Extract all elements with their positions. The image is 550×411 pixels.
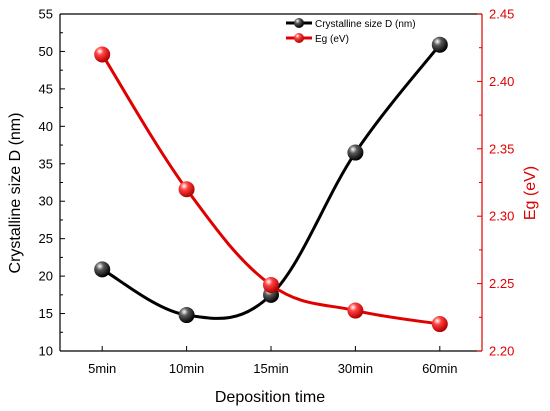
legend-label-size: Crystalline size D (nm) <box>315 19 416 30</box>
x-tick-label: 60min <box>422 361 457 376</box>
legend-marker-size <box>294 18 304 28</box>
y-right-tick-label: 2.30 <box>489 209 514 224</box>
y-left-tick-label: 25 <box>39 231 53 246</box>
y-left-tick-label: 55 <box>39 7 53 22</box>
y-right-tick-label: 2.40 <box>489 74 514 89</box>
y-left-tick-label: 50 <box>39 44 53 59</box>
data-point-size <box>431 36 448 53</box>
data-point-eg <box>431 316 448 333</box>
x-tick-label: 10min <box>169 361 204 376</box>
ticks-layer: 10 15 20 25 30 35 40 45 50 55 2.20 2.25 2.30 2.35 2.40… <box>39 7 515 377</box>
y-left-tick-label: 35 <box>39 156 53 171</box>
data-point-size <box>347 144 364 161</box>
y-right-tick-label: 2.45 <box>489 7 514 22</box>
y-right-tick-label: 2.35 <box>489 141 514 156</box>
series-line-eg <box>100 53 441 326</box>
legend-marker-eg <box>294 33 304 43</box>
y-left-tick-label: 20 <box>39 269 53 284</box>
y-left-tick-label: 45 <box>39 81 53 96</box>
y-right-tick-label: 2.25 <box>489 276 514 291</box>
legend-label-eg: Eg (eV) <box>315 34 349 45</box>
y-left-tick-label: 10 <box>39 344 53 359</box>
data-point-eg <box>347 302 364 319</box>
x-axis-title: Deposition time <box>215 389 325 406</box>
y-right-axis-title: Eg (eV) <box>522 166 539 220</box>
y-right-tick-label: 2.20 <box>489 344 514 359</box>
data-point-size <box>178 307 195 324</box>
data-point-size <box>94 261 111 278</box>
x-tick-label: 30min <box>338 361 373 376</box>
legend: Crystalline size D (nm) Eg (eV) <box>286 18 416 45</box>
x-tick-label: 5min <box>88 361 116 376</box>
data-point-eg <box>178 181 195 198</box>
y-left-tick-label: 15 <box>39 306 53 321</box>
data-point-eg <box>263 276 279 293</box>
y-left-tick-label: 30 <box>39 194 53 209</box>
y-left-tick-label: 40 <box>39 119 53 134</box>
data-point-eg <box>94 46 111 63</box>
series-line-size <box>101 43 441 320</box>
series-layer <box>94 36 448 333</box>
x-tick-label: 15min <box>253 361 288 376</box>
y-left-axis-title: Crystalline size D (nm) <box>7 113 24 274</box>
